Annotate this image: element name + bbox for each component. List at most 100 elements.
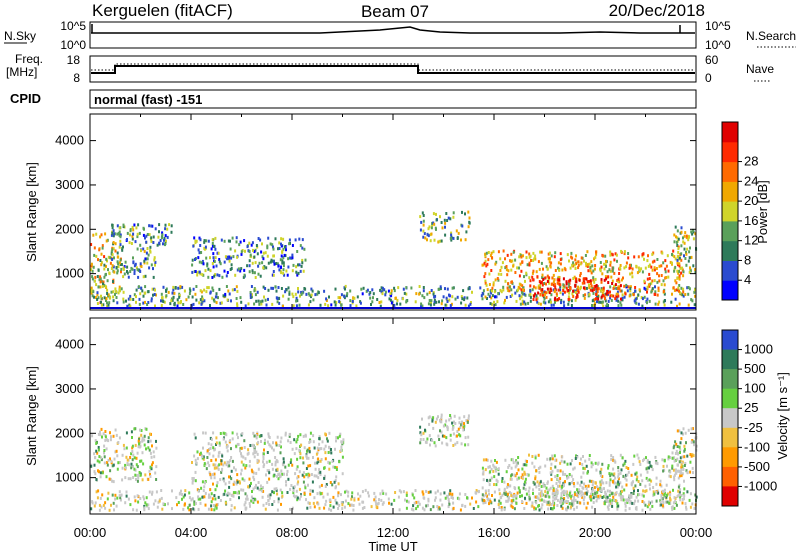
data-cell bbox=[188, 287, 191, 291]
data-cell bbox=[678, 269, 680, 273]
data-cell bbox=[653, 268, 656, 272]
data-cell bbox=[195, 285, 198, 288]
data-cell bbox=[99, 433, 102, 437]
data-cell bbox=[129, 229, 132, 233]
data-cell bbox=[136, 465, 139, 469]
data-cell bbox=[276, 492, 279, 496]
data-cell bbox=[622, 276, 624, 280]
data-cell bbox=[347, 502, 350, 506]
data-cell bbox=[124, 501, 127, 505]
data-cell bbox=[212, 288, 215, 292]
data-cell bbox=[215, 436, 218, 440]
data-cell bbox=[689, 266, 691, 270]
data-cell bbox=[150, 224, 153, 228]
data-cell bbox=[275, 441, 278, 445]
data-cell bbox=[490, 291, 493, 295]
data-cell bbox=[178, 295, 181, 299]
data-cell bbox=[242, 455, 245, 459]
data-cell bbox=[217, 495, 220, 499]
data-cell bbox=[117, 461, 120, 465]
data-cell bbox=[295, 495, 298, 499]
data-cell bbox=[136, 247, 139, 251]
data-cell bbox=[113, 270, 116, 274]
data-cell bbox=[488, 465, 491, 469]
data-cell bbox=[99, 235, 102, 239]
data-cell bbox=[615, 297, 618, 301]
data-cell bbox=[586, 264, 589, 268]
data-cell bbox=[667, 275, 670, 279]
data-cell bbox=[613, 258, 616, 262]
data-cell bbox=[676, 258, 679, 262]
data-cell bbox=[526, 473, 529, 476]
data-cell bbox=[668, 501, 671, 505]
data-cell bbox=[497, 503, 500, 506]
data-cell bbox=[99, 280, 102, 284]
data-cell bbox=[257, 467, 260, 471]
data-cell bbox=[254, 261, 257, 265]
data-cell bbox=[486, 458, 489, 462]
data-cell bbox=[550, 507, 552, 511]
data-cell bbox=[648, 460, 651, 464]
data-cell bbox=[559, 477, 562, 481]
data-cell bbox=[300, 290, 303, 294]
data-cell bbox=[438, 239, 441, 243]
data-cell bbox=[143, 434, 146, 438]
data-cell bbox=[678, 429, 681, 433]
data-cell bbox=[286, 273, 289, 277]
data-cell bbox=[127, 297, 130, 301]
data-cell bbox=[306, 506, 309, 510]
data-cell bbox=[309, 464, 312, 468]
data-cell bbox=[118, 494, 121, 498]
data-cell bbox=[604, 494, 607, 498]
data-cell bbox=[280, 436, 283, 440]
data-cell bbox=[445, 296, 448, 300]
data-cell bbox=[673, 473, 676, 477]
data-cell bbox=[164, 223, 167, 227]
data-cell bbox=[433, 238, 436, 242]
data-cell bbox=[248, 502, 251, 505]
data-cell bbox=[160, 496, 163, 500]
data-cell bbox=[567, 302, 570, 306]
data-cell bbox=[609, 263, 612, 267]
data-cell bbox=[677, 463, 679, 467]
data-cell bbox=[219, 262, 222, 266]
data-cell bbox=[274, 460, 277, 464]
data-cell bbox=[277, 500, 280, 504]
data-cell bbox=[585, 487, 588, 490]
data-cell bbox=[519, 302, 522, 306]
data-cell bbox=[561, 485, 563, 489]
data-cell bbox=[596, 294, 599, 298]
data-cell bbox=[631, 501, 634, 505]
data-cell bbox=[439, 492, 442, 496]
data-cell bbox=[329, 504, 332, 508]
data-cell bbox=[489, 478, 492, 482]
data-cell bbox=[432, 292, 435, 296]
data-cell bbox=[557, 288, 560, 292]
data-cell bbox=[211, 286, 214, 290]
data-cell bbox=[108, 301, 111, 305]
data-cell bbox=[298, 263, 301, 267]
data-cell bbox=[273, 500, 276, 503]
data-cell bbox=[575, 505, 578, 509]
data-cell bbox=[683, 479, 685, 483]
data-cell bbox=[438, 438, 441, 441]
data-cell bbox=[161, 233, 164, 237]
data-cell bbox=[121, 466, 124, 470]
data-cell bbox=[671, 466, 674, 470]
data-cell bbox=[192, 302, 195, 306]
data-cell bbox=[225, 274, 228, 278]
data-cell bbox=[634, 289, 637, 293]
data-cell bbox=[672, 446, 675, 450]
data-cell bbox=[291, 256, 294, 260]
data-cell bbox=[642, 252, 645, 256]
data-cell bbox=[669, 470, 672, 474]
data-cell bbox=[124, 260, 127, 264]
data-cell bbox=[318, 468, 321, 472]
data-cell bbox=[389, 292, 392, 295]
data-cell bbox=[563, 304, 566, 308]
data-cell bbox=[301, 246, 304, 250]
data-cell bbox=[250, 495, 253, 499]
data-cell bbox=[228, 460, 231, 464]
data-cell bbox=[114, 428, 117, 432]
data-cell bbox=[224, 489, 227, 493]
